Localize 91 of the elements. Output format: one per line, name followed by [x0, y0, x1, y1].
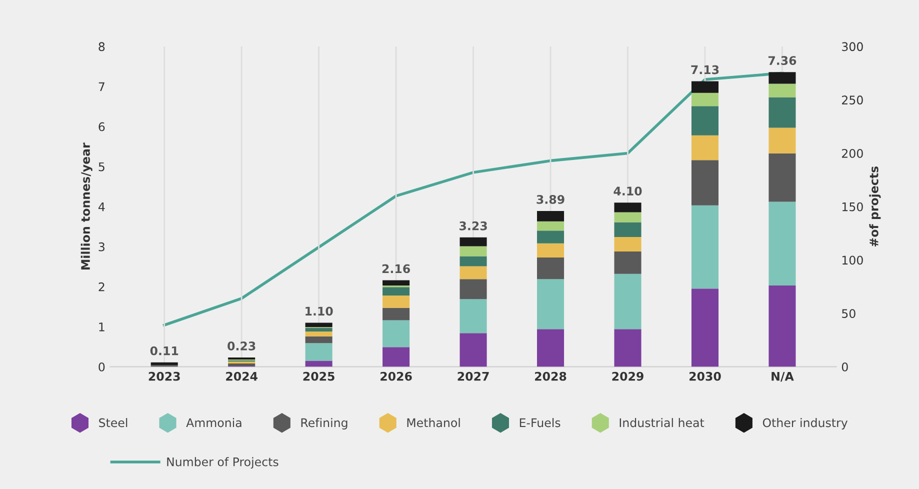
- y-tick-label: 2: [98, 282, 104, 292]
- legend-label: Number of Projects: [167, 457, 278, 469]
- bar: [460, 266, 487, 280]
- bar: [768, 153, 796, 202]
- bar: [537, 230, 564, 244]
- bar: [614, 329, 642, 367]
- bar: [305, 322, 332, 328]
- total-label: 4.10: [614, 186, 642, 196]
- bar: [537, 279, 564, 330]
- y2-axis-title: #of projects: [869, 166, 881, 246]
- bar: [305, 343, 332, 361]
- bar: [537, 221, 564, 231]
- bar: [614, 237, 642, 252]
- x-tick-label: 2025: [303, 372, 334, 381]
- legend-label: Ammonia: [186, 418, 242, 428]
- bar: [768, 84, 796, 98]
- bar: [460, 256, 487, 266]
- bar: [768, 72, 796, 84]
- bar: [305, 360, 332, 367]
- x-tick-label: 2023: [148, 372, 180, 381]
- y2-tick-label: 200: [842, 148, 863, 158]
- bar: [460, 333, 487, 367]
- total-label: 2.16: [382, 264, 410, 274]
- x-tick-label: 2030: [689, 372, 721, 381]
- y-tick-label: 4: [98, 202, 105, 212]
- bar: [460, 299, 487, 334]
- x-tick-label: 2026: [380, 372, 412, 381]
- y2-tick-label: 100: [842, 256, 863, 265]
- bar: [691, 288, 719, 367]
- bar: [691, 106, 719, 136]
- y-axis-title: Million tonnes/year: [80, 142, 92, 270]
- bar: [382, 280, 410, 286]
- bar: [382, 320, 410, 348]
- bar: [691, 205, 719, 289]
- bar: [614, 202, 642, 212]
- y2-tick-label: 300: [842, 42, 863, 52]
- bar: [537, 329, 564, 367]
- bar: [382, 295, 410, 308]
- x-tick-label: 2024: [226, 372, 258, 381]
- legend-label: Refining: [301, 418, 348, 430]
- y2-tick-label: 0: [842, 362, 848, 372]
- bar: [691, 135, 719, 160]
- bar: [614, 251, 642, 274]
- total-label: 7.36: [768, 56, 796, 65]
- bar: [460, 279, 487, 300]
- total-label: 0.23: [228, 342, 256, 350]
- x-tick-label: 2028: [535, 372, 566, 381]
- total-label: 3.89: [536, 194, 564, 204]
- total-label: 7.13: [691, 65, 719, 74]
- legend-label: Steel: [99, 418, 128, 428]
- bar: [305, 328, 332, 332]
- y-tick-label: 5: [98, 162, 104, 172]
- x-tick-label: 2027: [458, 372, 489, 381]
- bar: [768, 128, 796, 154]
- total-label: 1.10: [306, 306, 333, 316]
- bar: [537, 243, 564, 258]
- bar: [537, 257, 564, 280]
- bar: [382, 308, 410, 320]
- bar: [305, 336, 332, 344]
- legend-label: Methanol: [407, 418, 460, 428]
- bar: [305, 332, 332, 336]
- y-tick-label: 8: [98, 42, 105, 52]
- legend-label: Industrial heat: [620, 418, 704, 428]
- y-tick-label: 6: [98, 122, 105, 132]
- bar: [614, 274, 642, 330]
- y2-tick-label: 150: [842, 202, 863, 212]
- bar: [768, 97, 796, 128]
- x-tick-label: 2029: [612, 372, 644, 381]
- bar: [768, 202, 796, 286]
- total-label: 0.11: [150, 346, 178, 356]
- bar: [614, 212, 642, 222]
- legend-label: Other industry: [762, 418, 848, 430]
- y-tick-label: 3: [98, 242, 104, 252]
- legend-label: E-Fuels: [520, 418, 560, 428]
- x-tick-label: N/A: [772, 372, 794, 382]
- total-label: 3.23: [460, 221, 487, 230]
- y-tick-label: 7: [98, 82, 104, 91]
- y-tick-label: 0: [98, 362, 105, 372]
- bar: [614, 222, 642, 238]
- bar: [382, 347, 410, 367]
- y-tick-label: 1: [99, 322, 104, 332]
- bar: [382, 287, 410, 296]
- bar: [768, 285, 796, 367]
- bar: [691, 92, 719, 106]
- bar: [691, 81, 719, 93]
- bar: [460, 237, 487, 246]
- bar: [537, 211, 564, 222]
- bar: [460, 246, 487, 256]
- bar: [691, 160, 719, 206]
- y2-tick-label: 250: [842, 96, 863, 104]
- y2-tick-label: 50: [842, 309, 856, 318]
